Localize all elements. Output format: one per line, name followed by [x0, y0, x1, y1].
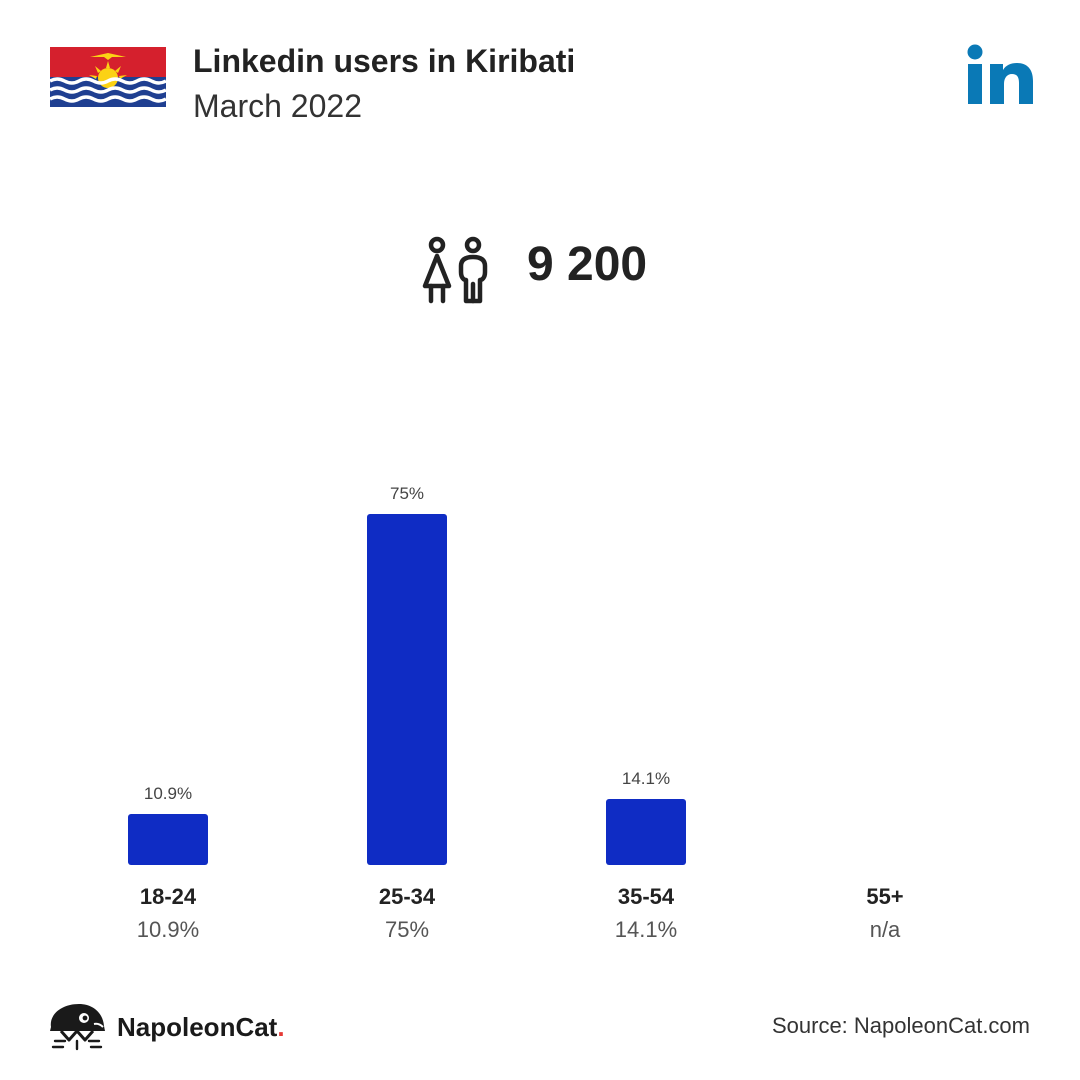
linkedin-logo-icon: [967, 44, 1033, 104]
category-label: 18-24: [139, 884, 197, 909]
bar-35-54: [606, 799, 686, 865]
category-label: 25-34: [378, 884, 436, 909]
source-credit: Source: NapoleonCat.com: [771, 1013, 1030, 1038]
brand-name: NapoleonCat.: [117, 1011, 285, 1042]
category-sublabel: 10.9%: [136, 917, 200, 942]
bar-25-34: [367, 514, 447, 865]
brand-logo: NapoleonCat.: [47, 1000, 285, 1052]
page-title: Linkedin users in Kiribati: [193, 43, 576, 79]
total-users-value: 9 200: [527, 238, 648, 291]
napoleoncat-logo-icon: [50, 1004, 105, 1051]
bar-value-label: 14.1%: [622, 769, 670, 788]
bar-value-label: 10.9%: [144, 784, 192, 803]
category-sublabel: 14.1%: [614, 917, 678, 942]
category-sublabel: n/a: [869, 917, 901, 942]
page-subtitle: March 2022: [193, 88, 362, 124]
category-label: 35-54: [617, 884, 675, 909]
bar-18-24: [128, 813, 208, 865]
category-sublabel: 75%: [384, 917, 430, 942]
category-label: 55+: [866, 884, 904, 909]
kiribati-flag-icon: [50, 47, 166, 107]
users-icon: [422, 236, 488, 304]
bar-value-label: 75%: [390, 484, 424, 503]
